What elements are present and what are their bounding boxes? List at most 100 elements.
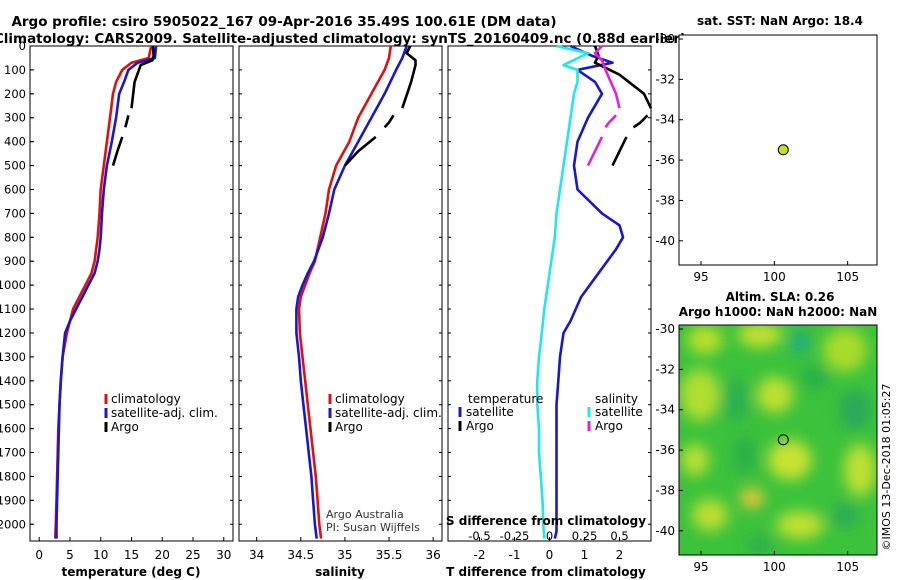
depth-tick-label: 300 bbox=[4, 111, 26, 125]
temperature-series-argo bbox=[130, 45, 155, 109]
salinity-legend-label: Argo bbox=[335, 420, 363, 434]
sdiff-legend-label: Argo bbox=[595, 419, 623, 433]
temperature-legend-label: climatology bbox=[111, 392, 181, 406]
salinity-series-climatology bbox=[297, 45, 393, 539]
depth-tick-label: 1000 bbox=[0, 278, 26, 292]
imos-watermark: ©IMOS 13-Dec-2018 01:05:27 bbox=[880, 384, 893, 551]
salinity-legend-label: satellite-adj. clim. bbox=[335, 406, 442, 420]
depth-tick-label: 1100 bbox=[0, 302, 26, 316]
sst-map-xtick-label: 100 bbox=[763, 270, 786, 284]
depth-tick-label: 500 bbox=[4, 159, 26, 173]
temperature-xtick-label: 15 bbox=[124, 548, 139, 562]
tdiff-series-t-argo bbox=[593, 45, 653, 109]
sst-map-ytick-label: -36 bbox=[655, 153, 675, 167]
salinity-xtick-label: 35.5 bbox=[376, 548, 403, 562]
sla-map-title1: Altim. SLA: 0.26 bbox=[726, 290, 835, 304]
sdiff-xtick-label: 0 bbox=[546, 529, 553, 543]
temperature-panel bbox=[29, 45, 234, 542]
depth-tick-label: 100 bbox=[4, 63, 26, 77]
sla-map: 95 100 105 -30 -32 -34 -36 -38 -40 bbox=[655, 322, 859, 574]
sla-map-ytick-label: -30 bbox=[655, 322, 675, 336]
depth-tick-label: 1700 bbox=[0, 446, 26, 460]
tdiff-xtick-label: 2 bbox=[616, 548, 624, 562]
tdiff-xtick-label: -2 bbox=[474, 548, 486, 562]
sst-map-ytick-label: -38 bbox=[655, 193, 675, 207]
figure-title-line1: Argo profile: csiro 5905022_167 09-Apr-2… bbox=[11, 14, 556, 30]
tdiff-series-t-satellite bbox=[553, 44, 625, 539]
depth-tick-label: 400 bbox=[4, 135, 26, 149]
sdiff-xtick-label: 0.5 bbox=[610, 529, 628, 543]
salinity-panel bbox=[238, 45, 443, 542]
temperature-series-argo bbox=[124, 114, 130, 128]
sst-map-ytick-label: -30 bbox=[655, 32, 675, 46]
sst-map-argo-location-marker bbox=[777, 144, 789, 156]
depth-tick-label: 700 bbox=[4, 206, 26, 220]
credit-line1: Argo Australia bbox=[326, 508, 404, 521]
tdiff-series-t-argo bbox=[632, 114, 649, 129]
sla-map-ytick-label: -32 bbox=[655, 362, 675, 376]
depth-tick-label: 1900 bbox=[0, 493, 26, 507]
sdiff-xtick-label: -0.25 bbox=[500, 529, 530, 543]
sla-map-ytick-label: -36 bbox=[655, 443, 675, 457]
depth-tick-label: 1500 bbox=[0, 398, 26, 412]
temperature-xlabel: temperature (deg C) bbox=[62, 565, 201, 579]
sdiff-legend-label: satellite bbox=[595, 405, 643, 419]
tdiff-series-s-argo bbox=[586, 136, 604, 167]
tdiff-xtick-label: 1 bbox=[581, 548, 589, 562]
temperature-xtick-label: 25 bbox=[185, 548, 200, 562]
salinity-series-argo bbox=[343, 135, 377, 167]
salinity-xtick-label: 34 bbox=[249, 548, 264, 562]
salinity-plot: 34 34.5 35 35.5 36 climatologysatellite-adj. … bbox=[239, 45, 442, 562]
depth-axis: 0 100 200 300 400 500 600 700 800 900 1000 1100 1200… bbox=[0, 39, 34, 531]
sla-map-xtick-label: 105 bbox=[836, 560, 859, 574]
sla-map-ytick-label: -34 bbox=[655, 403, 675, 417]
depth-tick-label: 2000 bbox=[0, 517, 26, 531]
depth-tick-label: 1400 bbox=[0, 374, 26, 388]
temperature-series-argo bbox=[111, 136, 124, 166]
depth-tick-label: 1600 bbox=[0, 422, 26, 436]
sdiff-xtick-label: 0.25 bbox=[572, 529, 598, 543]
salinity-series-satellite bbox=[295, 45, 408, 539]
temperature-xtick-label: 10 bbox=[93, 548, 108, 562]
credit-line2: PI: Susan Wijffels bbox=[326, 521, 420, 534]
depth-tick-label: 0 bbox=[19, 39, 26, 53]
sst-map-xtick-label: 105 bbox=[836, 270, 859, 284]
sdiff-legend-title: salinity bbox=[595, 392, 638, 406]
tdiff-xlabel: T difference from climatology bbox=[446, 565, 646, 579]
tdiff-xtick-label: -1 bbox=[509, 548, 521, 562]
sst-map-ytick-label: -40 bbox=[655, 234, 675, 248]
depth-tick-label: 1200 bbox=[0, 326, 26, 340]
depth-tick-label: 800 bbox=[4, 230, 26, 244]
tdiff-legend-label: satellite bbox=[466, 405, 514, 419]
tdiff-series-s-argo bbox=[593, 45, 621, 109]
salinity-xtick-label: 34.5 bbox=[287, 548, 314, 562]
tdiff-legend-title: temperature bbox=[468, 392, 543, 406]
depth-tick-label: 900 bbox=[4, 254, 26, 268]
sst-map-ytick-label: -34 bbox=[655, 113, 675, 127]
tdiff-xtick-label: 0 bbox=[546, 548, 554, 562]
tdiff-legend-label: Argo bbox=[466, 419, 494, 433]
tdiff-series-s-argo bbox=[604, 114, 617, 129]
sla-map-xtick-label: 100 bbox=[763, 560, 786, 574]
salinity-xtick-label: 36 bbox=[426, 548, 441, 562]
sla-map-frame bbox=[678, 324, 878, 556]
temperature-xtick-label: 20 bbox=[155, 548, 170, 562]
salinity-legend-label: climatology bbox=[335, 392, 405, 406]
temperature-xtick-label: 0 bbox=[35, 548, 43, 562]
sst-map: 95 100 105 -30 -32 -34 -36 -38 -40 bbox=[655, 32, 859, 284]
temperature-legend-label: satellite-adj. clim. bbox=[111, 406, 218, 420]
temperature-series-satellite bbox=[55, 45, 158, 539]
depth-tick-label: 1800 bbox=[0, 469, 26, 483]
depth-tick-label: 1300 bbox=[0, 350, 26, 364]
sla-map-argo-location-marker bbox=[777, 434, 789, 446]
temperature-legend-label: Argo bbox=[111, 420, 139, 434]
salinity-series-argo bbox=[383, 114, 395, 129]
temperature-series-climatology bbox=[53, 45, 153, 539]
salinity-xtick-label: 35 bbox=[337, 548, 352, 562]
tdiff-series-t-argo bbox=[611, 136, 628, 167]
figure-title-line2: Climatology: CARS2009. Satellite-adjuste… bbox=[0, 31, 686, 47]
temperature-xtick-label: 5 bbox=[66, 548, 74, 562]
difference-panel bbox=[447, 45, 652, 542]
sst-map-xtick-label: 95 bbox=[693, 270, 708, 284]
